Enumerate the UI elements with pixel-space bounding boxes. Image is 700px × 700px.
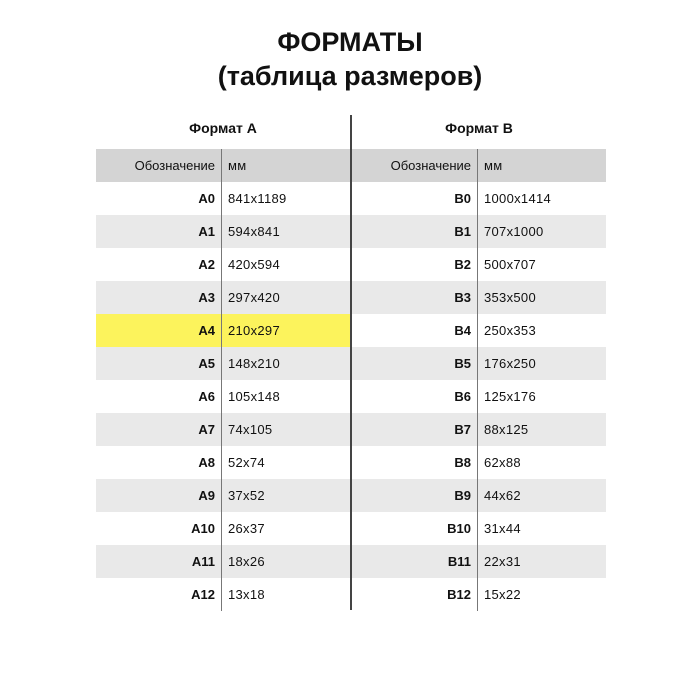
- format-name: B11: [352, 545, 478, 578]
- format-size: 22x31: [484, 554, 521, 569]
- table-header: Обозначение мм: [96, 149, 350, 182]
- format-name: B2: [352, 248, 478, 281]
- format-size: 37x52: [228, 488, 265, 503]
- format-name: B4: [352, 314, 478, 347]
- table-row: A6 105x148: [96, 380, 350, 413]
- header-mm: мм: [484, 158, 503, 173]
- format-size: 210x297: [228, 323, 280, 338]
- format-size: 500x707: [484, 257, 536, 272]
- format-size: 52x74: [228, 455, 265, 470]
- format-name: A2: [96, 248, 222, 281]
- format-size: 841x1189: [228, 191, 287, 206]
- table-row: A0 841x1189: [96, 182, 350, 215]
- format-name: A0: [96, 182, 222, 215]
- format-size: 105x148: [228, 389, 280, 404]
- format-size: 176x250: [484, 356, 536, 371]
- table-row: B10 31x44: [352, 512, 606, 545]
- format-size: 18x26: [228, 554, 265, 569]
- format-name: A9: [96, 479, 222, 512]
- table-row: B2 500x707: [352, 248, 606, 281]
- table-row: B3 353x500: [352, 281, 606, 314]
- page-subtitle: (таблица размеров): [217, 61, 483, 91]
- table-row: A9 37x52: [96, 479, 350, 512]
- format-name: A10: [96, 512, 222, 545]
- format-name: A12: [96, 578, 222, 611]
- table-row: A2 420x594: [96, 248, 350, 281]
- format-size: 353x500: [484, 290, 536, 305]
- format-b-table: Формат B Обозначение мм B0 1000x1414 B1 …: [352, 115, 606, 611]
- format-size: 125x176: [484, 389, 536, 404]
- table-row: A7 74x105: [96, 413, 350, 446]
- table-row: A11 18x26: [96, 545, 350, 578]
- format-size: 1000x1414: [484, 191, 552, 206]
- format-name: A11: [96, 545, 222, 578]
- format-name: A8: [96, 446, 222, 479]
- table-row: A5 148x210: [96, 347, 350, 380]
- table-row: B12 15x22: [352, 578, 606, 611]
- table-row: A4 210x297: [96, 314, 350, 347]
- format-name: A5: [96, 347, 222, 380]
- format-name: B5: [352, 347, 478, 380]
- format-size: 62x88: [484, 455, 521, 470]
- table-divider: [350, 115, 352, 610]
- table-row: B6 125x176: [352, 380, 606, 413]
- format-size: 44x62: [484, 488, 521, 503]
- header-designation: Обозначение: [96, 149, 222, 182]
- table-row: B11 22x31: [352, 545, 606, 578]
- format-size: 13x18: [228, 587, 265, 602]
- format-size: 15x22: [484, 587, 521, 602]
- format-size: 74x105: [228, 422, 273, 437]
- table-row: A10 26x37: [96, 512, 350, 545]
- format-name: B7: [352, 413, 478, 446]
- table-row: A8 52x74: [96, 446, 350, 479]
- table-caption: Формат B: [445, 120, 513, 136]
- table-row: B9 44x62: [352, 479, 606, 512]
- header-designation: Обозначение: [352, 149, 478, 182]
- format-a-table: Формат А Обозначение мм A0 841x1189 A1 5…: [96, 115, 350, 611]
- format-name: B9: [352, 479, 478, 512]
- table-row: B0 1000x1414: [352, 182, 606, 215]
- format-name: B3: [352, 281, 478, 314]
- header-mm: мм: [228, 158, 247, 173]
- format-name: A4: [96, 314, 222, 347]
- format-name: B1: [352, 215, 478, 248]
- table-row: B8 62x88: [352, 446, 606, 479]
- table-row: B7 88x125: [352, 413, 606, 446]
- format-name: A1: [96, 215, 222, 248]
- table-row: B4 250x353: [352, 314, 606, 347]
- format-name: A6: [96, 380, 222, 413]
- format-name: B0: [352, 182, 478, 215]
- table-row: A3 297x420: [96, 281, 350, 314]
- format-name: B6: [352, 380, 478, 413]
- format-size: 594x841: [228, 224, 280, 239]
- format-size: 297x420: [228, 290, 280, 305]
- format-size: 26x37: [228, 521, 265, 536]
- format-size: 420x594: [228, 257, 280, 272]
- format-name: B8: [352, 446, 478, 479]
- table-header: Обозначение мм: [352, 149, 606, 182]
- format-name: A3: [96, 281, 222, 314]
- format-size: 31x44: [484, 521, 521, 536]
- table-row: A1 594x841: [96, 215, 350, 248]
- format-size: 250x353: [484, 323, 536, 338]
- page-title: ФОРМАТЫ: [277, 27, 423, 57]
- table-row: B5 176x250: [352, 347, 606, 380]
- format-name: B10: [352, 512, 478, 545]
- format-size: 707x1000: [484, 224, 544, 239]
- table-row: B1 707x1000: [352, 215, 606, 248]
- format-size: 148x210: [228, 356, 280, 371]
- format-name: A7: [96, 413, 222, 446]
- format-size: 88x125: [484, 422, 529, 437]
- table-row: A12 13x18: [96, 578, 350, 611]
- table-caption: Формат А: [189, 120, 257, 136]
- format-name: B12: [352, 578, 478, 611]
